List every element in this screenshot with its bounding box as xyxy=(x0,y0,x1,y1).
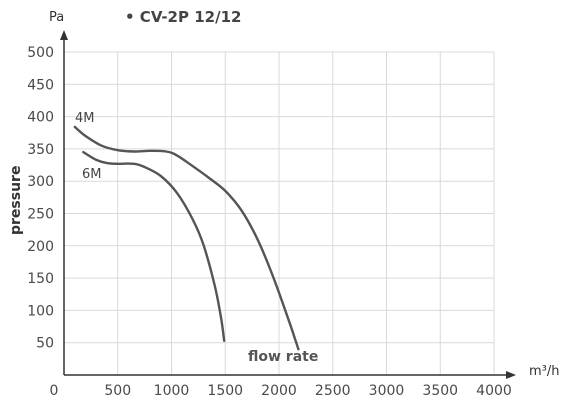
x-axis-arrow xyxy=(506,371,516,379)
series-line-4m xyxy=(73,125,300,351)
series-label-4m: 4M xyxy=(75,111,95,126)
series-curves xyxy=(73,125,300,351)
y-tick-label-150: 150 xyxy=(27,271,54,287)
x-tick-label-3000: 3000 xyxy=(369,383,405,399)
axes xyxy=(60,30,516,379)
x-tick-label-0: 0 xyxy=(50,383,59,399)
y-tick-label-450: 450 xyxy=(27,77,54,93)
x-tick-label-3500: 3500 xyxy=(422,383,458,399)
flow-rate-annotation: flow rate xyxy=(248,349,318,365)
tick-labels: 50 100 150 200 250 300 350 400 450 500 0 500 1000 150… xyxy=(27,45,512,399)
y-tick-label-50: 50 xyxy=(36,336,54,352)
y-tick-label-100: 100 xyxy=(27,303,54,319)
y-tick-label-400: 400 xyxy=(27,110,54,126)
y-tick-label-500: 500 xyxy=(27,45,54,61)
grid-lines xyxy=(64,51,495,375)
y-tick-label-250: 250 xyxy=(27,207,54,223)
x-tick-label-1500: 1500 xyxy=(207,383,243,399)
x-tick-label-2000: 2000 xyxy=(261,383,297,399)
x-tick-label-500: 500 xyxy=(104,383,131,399)
y-tick-label-350: 350 xyxy=(27,142,54,158)
y-tick-label-200: 200 xyxy=(27,239,54,255)
x-tick-label-1000: 1000 xyxy=(154,383,190,399)
y-unit-label: Pa xyxy=(49,10,64,25)
series-label-6m: 6M xyxy=(82,167,102,182)
x-axis-label: m³/h xyxy=(529,364,560,379)
chart-title: • CV-2P 12/12 xyxy=(125,8,241,26)
y-tick-label-300: 300 xyxy=(27,174,54,190)
y-axis-arrow xyxy=(60,30,68,40)
x-tick-label-2500: 2500 xyxy=(315,383,351,399)
x-tick-label-4000: 4000 xyxy=(476,383,512,399)
series-line-6m xyxy=(82,150,226,342)
y-axis-label: pressure xyxy=(8,166,24,235)
